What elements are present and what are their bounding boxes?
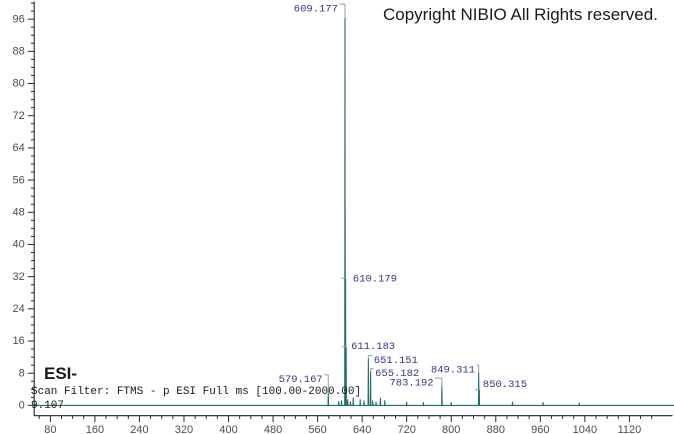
svg-text:Scan Filter: FTMS - p ESI Full: Scan Filter: FTMS - p ESI Full ms [100.0… bbox=[31, 386, 361, 398]
svg-text:160: 160 bbox=[86, 424, 104, 434]
svg-text:480: 480 bbox=[264, 424, 282, 434]
svg-text:880: 880 bbox=[487, 424, 505, 434]
svg-text:579.167: 579.167 bbox=[279, 374, 323, 386]
svg-text:651.151: 651.151 bbox=[374, 355, 418, 367]
svg-text:0: 0 bbox=[19, 400, 25, 412]
svg-text:783.192: 783.192 bbox=[390, 377, 434, 389]
svg-text:24: 24 bbox=[13, 303, 25, 315]
svg-text:80: 80 bbox=[44, 424, 56, 434]
svg-text:80: 80 bbox=[13, 78, 25, 90]
svg-text:720: 720 bbox=[398, 424, 416, 434]
svg-text:960: 960 bbox=[531, 424, 549, 434]
svg-text:1120: 1120 bbox=[618, 424, 642, 434]
svg-text:64: 64 bbox=[13, 142, 25, 154]
svg-text:ESI-: ESI- bbox=[44, 364, 77, 383]
svg-text:16: 16 bbox=[13, 335, 25, 347]
svg-text:96: 96 bbox=[13, 13, 25, 25]
svg-text:611.183: 611.183 bbox=[351, 341, 395, 353]
svg-text:400: 400 bbox=[219, 424, 237, 434]
svg-text:850.315: 850.315 bbox=[483, 379, 527, 391]
svg-text:56: 56 bbox=[13, 174, 25, 186]
svg-text:32: 32 bbox=[13, 271, 25, 283]
svg-text:Copyright NIBIO All Rights res: Copyright NIBIO All Rights reserved. bbox=[383, 5, 658, 24]
svg-text:610.179: 610.179 bbox=[353, 273, 397, 285]
svg-text:560: 560 bbox=[308, 424, 326, 434]
svg-text:800: 800 bbox=[442, 424, 460, 434]
svg-text:48: 48 bbox=[13, 206, 25, 218]
svg-text:609.177: 609.177 bbox=[294, 3, 338, 15]
svg-text:640: 640 bbox=[353, 424, 371, 434]
svg-text:240: 240 bbox=[130, 424, 148, 434]
svg-text:1040: 1040 bbox=[573, 424, 597, 434]
svg-text:320: 320 bbox=[175, 424, 193, 434]
svg-text:72: 72 bbox=[13, 110, 25, 122]
svg-text:9.107: 9.107 bbox=[31, 400, 64, 412]
svg-text:88: 88 bbox=[13, 46, 25, 58]
svg-text:40: 40 bbox=[13, 239, 25, 251]
svg-text:849.311: 849.311 bbox=[431, 364, 475, 376]
svg-text:8: 8 bbox=[19, 367, 25, 379]
